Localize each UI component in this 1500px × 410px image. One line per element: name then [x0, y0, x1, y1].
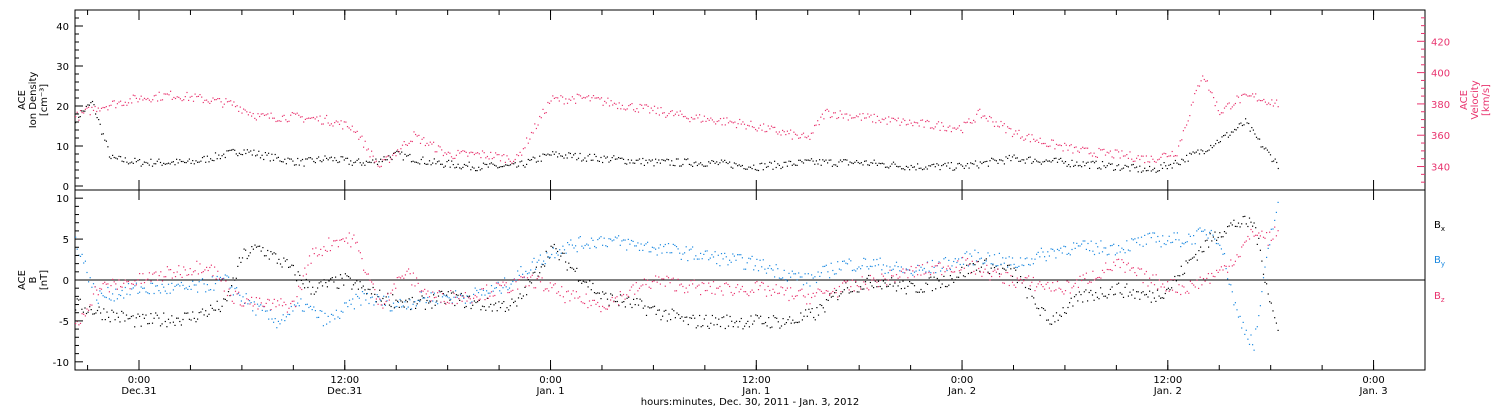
- series-density-black: [75, 100, 1279, 173]
- density-tick-label-0: 0: [63, 182, 69, 193]
- date-tick-label: Jan. 2: [947, 386, 976, 397]
- time-tick-label: 0:00: [1362, 375, 1384, 386]
- velocity-tick-label-340: 340: [1431, 163, 1450, 174]
- density-axis-label: ACEIon Density[cm⁻³]: [17, 72, 50, 129]
- time-tick-label: 0:00: [951, 375, 973, 386]
- date-tick-label: Jan. 3: [1358, 386, 1387, 397]
- legend: Bx By Bz: [1434, 220, 1445, 304]
- bottom-panel: -10 -5 0 5 10 ACEB[nT] Bx By Bz: [17, 189, 1445, 371]
- series-velocity-red: [75, 75, 1279, 168]
- bottom-panel-points: [75, 201, 1279, 351]
- date-tick-label: Dec.31: [121, 386, 156, 397]
- velocity-axis-label: ACEVelocity[km/s]: [1459, 80, 1492, 119]
- field-tick-label-5: 5: [63, 235, 69, 246]
- density-tick-label-40: 40: [56, 22, 69, 33]
- field-tick-label-0: 0: [63, 276, 69, 287]
- series-Bx: [75, 215, 1279, 331]
- density-tick-label-30: 30: [56, 62, 69, 73]
- series-Bz: [75, 226, 1279, 326]
- legend-entry-Bx: Bx: [1434, 220, 1445, 233]
- field-tick-label-10: 10: [56, 194, 69, 205]
- field-tick-label--10: -10: [53, 358, 69, 369]
- velocity-axis-ticks: 340 360 380 400 420: [1417, 17, 1450, 183]
- date-tick-label: Jan. 1: [741, 386, 770, 397]
- top-panel: 0 10 20 30 40 340 360 380 400 420 ACEIon Density…: [17, 9, 1492, 193]
- density-axis-ticks: 0 10 20 30 40: [56, 9, 83, 193]
- series-By: [75, 201, 1279, 351]
- top-panel-points: [75, 75, 1279, 173]
- legend-entry-Bz: Bz: [1434, 291, 1445, 304]
- velocity-tick-label-420: 420: [1431, 37, 1450, 48]
- time-tick-label: 0:00: [128, 375, 150, 386]
- time-tick-label: 12:00: [742, 375, 771, 386]
- date-tick-label: Jan. 1: [535, 386, 564, 397]
- density-tick-label-20: 20: [56, 102, 69, 113]
- density-tick-label-10: 10: [56, 142, 69, 153]
- field-tick-label--5: -5: [59, 317, 69, 328]
- field-axis-label: ACEB[nT]: [17, 270, 50, 290]
- time-axis-title: hours:minutes, Dec. 30, 2011 - Jan. 3, 2…: [641, 397, 859, 408]
- field-axis-ticks: -10 -5 0 5 10: [53, 194, 83, 369]
- date-tick-label: Dec.31: [327, 386, 362, 397]
- time-tick-label: 12:00: [330, 375, 359, 386]
- velocity-tick-label-360: 360: [1431, 131, 1450, 142]
- time-tick-label: 0:00: [539, 375, 561, 386]
- time-tick-label: 12:00: [1153, 375, 1182, 386]
- velocity-tick-label-380: 380: [1431, 100, 1450, 111]
- date-tick-label: Jan. 2: [1153, 386, 1182, 397]
- legend-entry-By: By: [1434, 255, 1445, 268]
- top-panel-frame: [74, 9, 1426, 191]
- velocity-tick-label-400: 400: [1431, 69, 1450, 80]
